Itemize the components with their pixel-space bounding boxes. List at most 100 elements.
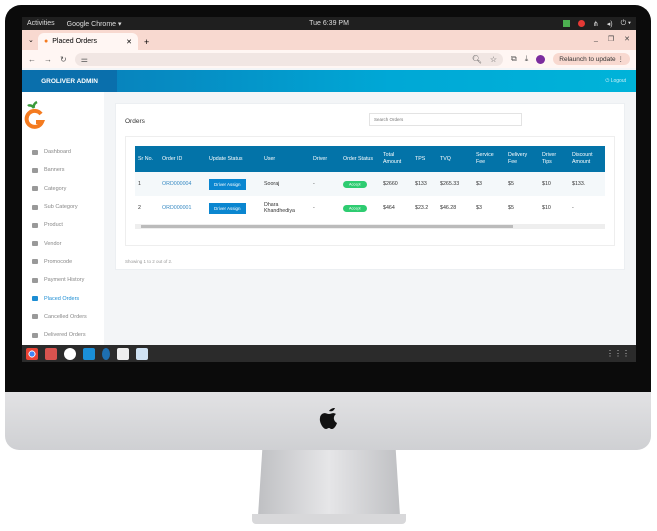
order-id-link[interactable]: ORD000001 [162, 205, 192, 211]
relaunch-button[interactable]: Relaunch to update ⋮ [553, 53, 630, 65]
sidebar-item-label: Sub Category [44, 204, 78, 211]
scrollbar-thumb[interactable] [141, 225, 513, 228]
screen: Activities Google Chrome ▾ Tue 6:39 PM ⋔… [22, 17, 636, 362]
activities-button[interactable]: Activities [27, 20, 55, 27]
column-header: Update Status [206, 146, 261, 172]
extensions-icon[interactable]: ⧉ [511, 54, 517, 63]
orders-table: Sr No. Order ID Update Status User Driver Ord… [135, 146, 605, 220]
sidebar-item-label: Promocode [44, 258, 73, 265]
cell-status: Accept [340, 172, 380, 196]
order-id-link[interactable]: ORD000004 [162, 181, 192, 187]
power-icon[interactable]: ⏻ ▾ [620, 19, 631, 27]
restore-icon[interactable]: ❐ [607, 36, 615, 43]
column-header: Driver Tips [539, 146, 569, 172]
cell-discount: - [572, 205, 574, 211]
vscode-icon[interactable] [102, 347, 110, 360]
image-icon [32, 167, 38, 173]
column-header: Order ID [159, 146, 206, 172]
cell-service: $3 [473, 172, 505, 196]
column-header: Discount Amount [569, 146, 605, 172]
files-icon[interactable] [45, 347, 57, 360]
search-orders-input[interactable] [369, 113, 522, 126]
column-header: TPS [412, 146, 437, 172]
sidebar-item-delivered-orders[interactable]: Delivered Orders [22, 326, 104, 344]
cart-icon [32, 332, 38, 338]
column-header: User [261, 146, 310, 172]
forward-icon[interactable]: → [44, 54, 52, 64]
cell-action: Driver Assign [206, 172, 261, 196]
favicon-icon: ● [44, 38, 49, 45]
sidebar-item-label: Payment History [44, 277, 85, 284]
close-tab-icon[interactable]: ✕ [126, 38, 132, 46]
monitor-base [252, 514, 406, 524]
users-icon [32, 241, 38, 247]
sidebar-item-label: Vendor [44, 240, 62, 247]
sidebar-item-label: Delivered Orders [44, 332, 86, 339]
sidebar-item-label: Dashboard [44, 149, 71, 156]
minimize-icon[interactable]: _ [593, 35, 598, 42]
chrome-icon[interactable] [26, 347, 38, 360]
zoom-icon[interactable]: 🔍︎ [471, 54, 482, 64]
brand-title: GROLIVER ADMIN [22, 70, 117, 92]
apple-icon [32, 222, 38, 228]
shield-icon[interactable] [562, 20, 570, 27]
cell-tvq: $265.33 [437, 172, 473, 196]
status-badge: Accept [343, 180, 367, 188]
clock[interactable]: Tue 6:39 PM [309, 20, 349, 27]
tab-search-icon[interactable]: ⌄ [28, 37, 34, 44]
address-bar[interactable]: ⚌ 🔍︎ ☆ [74, 52, 504, 66]
bookmark-star-icon[interactable]: ☆ [489, 54, 498, 64]
column-header: Total Amount [380, 146, 412, 172]
cell-driver: - [310, 172, 340, 196]
network-icon[interactable]: ⋔ [592, 20, 599, 28]
stop-icon[interactable] [577, 20, 585, 27]
cell-sr: 2 [138, 205, 141, 211]
skype-icon[interactable] [83, 347, 95, 360]
sidebar-item-promocode[interactable]: Promocode [22, 253, 104, 271]
profile-avatar[interactable] [536, 54, 546, 64]
list-icon [32, 204, 38, 210]
sidebar-item-sub-category[interactable]: Sub Category [22, 198, 104, 216]
pagination-info: Showing 1 to 2 out of 2. [125, 259, 173, 264]
horizontal-scrollbar[interactable] [135, 224, 605, 229]
app-store-icon[interactable] [64, 347, 76, 360]
back-icon[interactable]: ← [28, 54, 36, 64]
sidebar-item-payment-history[interactable]: Payment History [22, 271, 104, 289]
driver-assign-button[interactable]: Driver Assign [209, 178, 246, 190]
cell-tps: $133 [412, 172, 437, 196]
cart-icon [32, 296, 38, 302]
tab-placed-orders[interactable]: ● Placed Orders ✕ [38, 33, 138, 50]
code-icon [32, 259, 38, 265]
cell-tps: $23.2 [415, 205, 429, 211]
sidebar-item-dashboard[interactable]: Dashboard [22, 143, 104, 161]
sidebar-item-banners[interactable]: Banners [22, 161, 104, 179]
cell-status: Accept [340, 196, 380, 220]
new-tab-button[interactable]: + [144, 37, 150, 47]
sidebar-item-product[interactable]: Product [22, 216, 104, 234]
orders-title: Orders [125, 118, 145, 125]
logout-link[interactable]: ⏻ Logout [605, 78, 626, 84]
apple-logo-icon [319, 408, 337, 429]
sidebar-item-vendor[interactable]: Vendor [22, 234, 104, 252]
site-settings-icon[interactable]: ⚌ [80, 54, 88, 64]
driver-assign-button[interactable]: Driver Assign [209, 202, 246, 214]
sidebar: Dashboard Banners Category Sub Category Prod… [22, 92, 104, 346]
close-window-icon[interactable]: ✕ [624, 36, 630, 43]
sidebar-item-label: Banners [44, 167, 65, 174]
volume-icon[interactable]: ◂) [606, 20, 613, 28]
dashboard-icon [32, 149, 38, 155]
sidebar-item-cancelled-orders[interactable]: Cancelled Orders [22, 308, 104, 326]
app-menu[interactable]: Google Chrome ▾ [66, 20, 122, 28]
cell-user: Sooraj [261, 172, 310, 196]
cell-total: $2660 [380, 172, 412, 196]
sidebar-item-placed-orders[interactable]: Placed Orders [22, 289, 104, 307]
sidebar-item-category[interactable]: Category [22, 180, 104, 198]
show-apps-icon[interactable]: ⋮⋮⋮ [606, 349, 630, 358]
reload-icon[interactable]: ↻ [60, 54, 67, 64]
document-icon[interactable] [136, 347, 148, 360]
toolbar: ← → ↻ ⚌ 🔍︎ ☆ ⧉ ⤓ Relaunch to update ⋮ [22, 50, 636, 68]
image-viewer-icon[interactable] [117, 347, 129, 360]
cell-id: ORD000001 [159, 196, 206, 220]
download-icon[interactable]: ⤓ [524, 54, 529, 63]
tab-bar: ⌄ ● Placed Orders ✕ + _ ❐ ✕ [22, 30, 636, 50]
